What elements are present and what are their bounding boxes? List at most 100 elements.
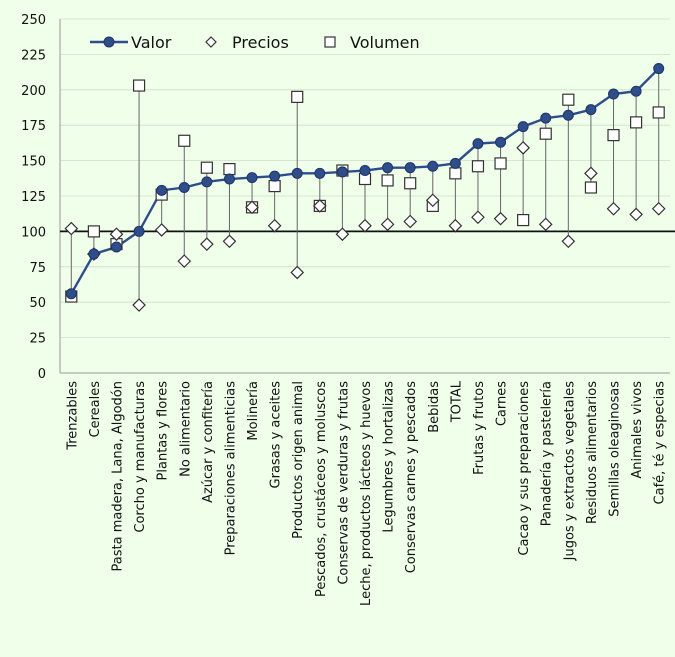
x-tick-label: Carnes	[495, 381, 510, 426]
x-tick-label: Corcho y manufacturas	[133, 381, 148, 533]
valor-point	[404, 162, 416, 174]
valor-point	[156, 184, 168, 196]
volumen-point	[584, 181, 598, 194]
precios-point	[584, 166, 598, 181]
volumen-point	[223, 162, 236, 176]
volumen-point	[87, 225, 100, 238]
y-tick-label: 25	[29, 332, 46, 347]
precios-point	[267, 218, 282, 233]
x-tick-label: Cacao y sus preparaciones	[517, 381, 532, 556]
x-tick-label: Frutas y frutos	[472, 381, 487, 475]
valor-point	[133, 225, 145, 237]
x-tick-label: Panadería y pastelería	[540, 381, 555, 526]
volumen-point	[517, 213, 530, 227]
precios-point	[403, 214, 418, 229]
valor-point	[336, 166, 348, 178]
valor-point	[585, 104, 597, 116]
valor-point	[201, 176, 213, 188]
precios-point	[335, 227, 350, 242]
precios-point	[425, 193, 440, 208]
valor-point	[314, 167, 326, 179]
y-tick-label: 50	[29, 296, 46, 311]
y-tick-label: 225	[21, 48, 46, 63]
y-tick-label: 100	[21, 225, 46, 240]
precios-point	[448, 218, 463, 233]
valor-point	[382, 162, 394, 174]
volumen-point	[607, 129, 620, 142]
x-tick-label: Pasta madera, Lana, Algodón	[110, 381, 125, 571]
precios-point	[380, 217, 395, 232]
x-tick-label: Azúcar y confitería	[201, 381, 216, 503]
x-tick-label: Pescados, crustáceos y moluscos	[314, 381, 329, 597]
valor-point	[291, 167, 303, 179]
x-tick-label: Semillas oleaginosas	[608, 381, 623, 517]
legend: Valor Precios Volumen	[90, 33, 420, 52]
legend-precios-label: Precios	[232, 33, 289, 52]
precios-point	[132, 298, 146, 312]
legend-volumen-marker	[324, 36, 336, 48]
x-tick-label: Conservas carnes y pescados	[404, 381, 419, 573]
valor-point	[449, 157, 461, 169]
precios-point	[538, 217, 553, 232]
precios-point	[222, 234, 237, 249]
y-tick-label: 250	[21, 13, 46, 28]
legend-valor-label: Valor	[131, 33, 172, 52]
valor-point	[110, 241, 122, 253]
precios-point	[200, 237, 214, 251]
axes: 0 25 50 75 100 125 150 175 200 225 250 Trenzables Ce…	[21, 13, 675, 606]
valor-point	[359, 165, 371, 177]
precios-point	[312, 199, 327, 213]
volumen-point	[268, 179, 281, 193]
precios-point	[290, 265, 305, 280]
valor-point	[630, 85, 642, 97]
precios-point	[154, 223, 169, 237]
valor-point	[517, 121, 529, 133]
valor-point	[608, 88, 620, 100]
valor-point	[246, 172, 258, 184]
precios-point	[651, 201, 666, 216]
volumen-point	[381, 174, 394, 187]
valor-point	[269, 170, 281, 182]
valor-point	[472, 138, 484, 150]
volumen-point	[449, 167, 462, 180]
x-tick-label: Grasas y aceites	[269, 381, 284, 489]
x-tick-label: Animales vivos	[630, 381, 645, 479]
y-tick-label: 175	[21, 119, 46, 134]
x-tick-label: Residuos alimentarios	[585, 381, 600, 524]
x-tick-label: Cereales	[88, 381, 103, 438]
valor-point	[65, 288, 77, 300]
volumen-point	[494, 157, 507, 170]
precios-point	[358, 218, 372, 233]
x-tick-label: Leche, productos lácteos y huevos	[359, 381, 374, 606]
x-tick-label: Plantas y flores	[156, 381, 171, 481]
y-tick-label: 75	[29, 261, 46, 276]
y-tick-label: 125	[21, 190, 46, 205]
x-tick-label: Bebidas	[427, 381, 442, 433]
precios-point	[471, 210, 485, 225]
valor-point	[223, 173, 235, 185]
precios-point	[64, 221, 79, 236]
precios-point	[606, 201, 621, 216]
legend-valor-marker	[103, 36, 115, 48]
x-tick-label: Legumbres y hortalizas	[382, 381, 397, 533]
precios-point	[561, 234, 576, 249]
precios-point	[493, 211, 508, 226]
x-tick-label: Trenzables	[65, 381, 80, 451]
volumen-point	[178, 134, 191, 147]
precios-point	[177, 254, 192, 268]
volumen-point	[562, 93, 575, 106]
valor-point	[562, 109, 574, 121]
x-tick-label: No alimentario	[178, 381, 193, 477]
valor-point	[178, 182, 190, 194]
precios-point	[245, 200, 259, 215]
x-tick-label: Jugos y extractos vegetales	[562, 381, 577, 562]
precios-point	[629, 207, 643, 222]
volumen-point	[539, 127, 552, 140]
x-tick-label: Molinería	[246, 381, 261, 441]
valor-point	[427, 160, 439, 172]
x-tick-label: TOTAL	[449, 380, 464, 423]
legend-volumen-label: Volumen	[350, 33, 420, 52]
x-tick-label: Preparaciones alimenticias	[223, 381, 238, 556]
